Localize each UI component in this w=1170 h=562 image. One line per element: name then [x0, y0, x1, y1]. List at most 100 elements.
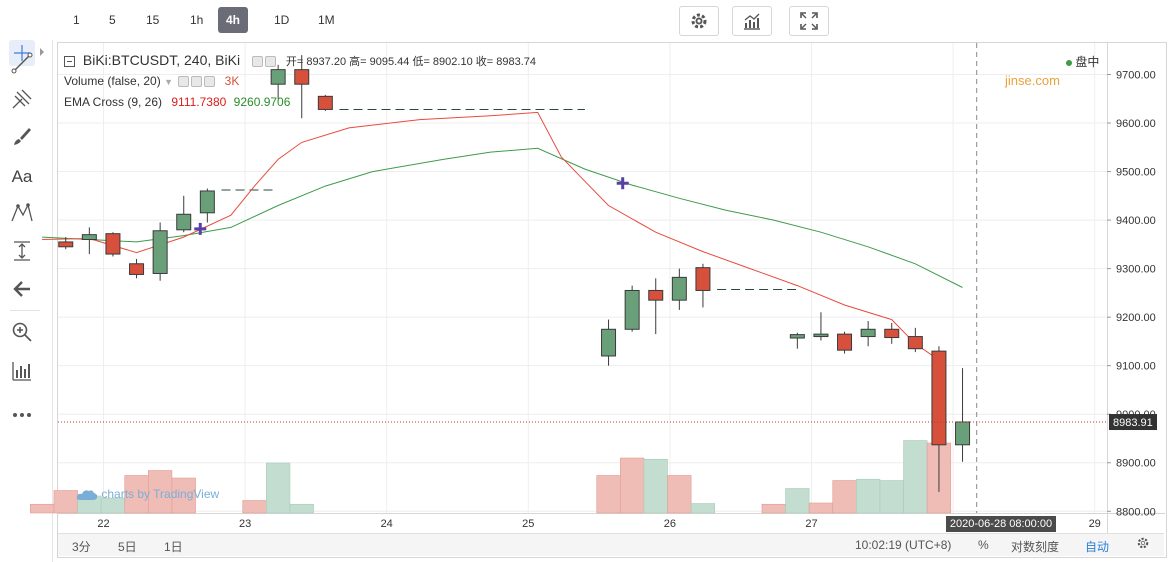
- volume-bar: [667, 475, 692, 514]
- ohlc-values: 开= 8937.20 高= 9095.44 低= 8902.10 收= 8983…: [285, 56, 536, 68]
- back-tool[interactable]: [9, 276, 35, 302]
- timeframe-1M[interactable]: 1M: [318, 13, 335, 27]
- more-tools[interactable]: [9, 402, 35, 428]
- x-tick-label: 22: [97, 518, 109, 530]
- brush-icon: [14, 128, 31, 145]
- measure-tool[interactable]: [9, 238, 35, 264]
- candle: [199, 188, 215, 223]
- volume-bar: [903, 440, 928, 514]
- dropdown-arrow-icon[interactable]: ▼: [164, 77, 173, 87]
- volume-bar: [761, 503, 786, 514]
- y-tick-label: 9300.00: [1116, 264, 1156, 276]
- volume-bar: [53, 490, 78, 514]
- close-icon[interactable]: [204, 76, 216, 88]
- candle-body: [907, 336, 923, 350]
- toolbar-divider: [10, 310, 40, 311]
- fork-tool[interactable]: [9, 86, 35, 112]
- candle-body: [695, 267, 711, 291]
- text-icon: Aa: [11, 167, 33, 186]
- brush-tool[interactable]: [9, 124, 35, 150]
- pitchfork-icon: [12, 89, 32, 109]
- indicators-button[interactable]: [732, 6, 772, 36]
- market-status: 盘中: [1066, 53, 1099, 70]
- eye-icon[interactable]: [251, 55, 263, 67]
- candle: [671, 268, 687, 310]
- crosshair-time-label: 2020-06-28 08:00:00: [946, 516, 1056, 532]
- fullscreen-icon: [800, 12, 818, 30]
- y-tick-label: 9600.00: [1116, 118, 1156, 130]
- volume-bar: [171, 477, 196, 514]
- candle-body: [58, 241, 74, 248]
- volume-bar: [808, 502, 834, 514]
- candle: [176, 195, 192, 233]
- volume-bar: [266, 462, 291, 514]
- candle: [813, 312, 829, 341]
- volume-bar: [596, 475, 621, 514]
- candle: [789, 332, 805, 349]
- volume-bar: [242, 500, 267, 514]
- timeframe-1h[interactable]: 1h: [190, 13, 204, 27]
- candle-body: [270, 69, 286, 85]
- last-price-badge: [1109, 414, 1157, 431]
- percent-toggle[interactable]: %: [978, 538, 989, 552]
- gear-icon: [1137, 537, 1149, 549]
- timeframe-15[interactable]: 15: [146, 13, 160, 27]
- volume-legend: Volume (false, 20) ▼ 3K: [64, 74, 239, 88]
- tradingview-credit[interactable]: charts by TradingView: [76, 487, 219, 501]
- volume-bar: [690, 503, 716, 514]
- bar-chart-icon: [12, 362, 31, 381]
- range-3m[interactable]: 3分: [72, 540, 91, 554]
- timeframe-1[interactable]: 1: [73, 13, 80, 27]
- candle: [648, 278, 664, 335]
- settings-mini-icon[interactable]: [191, 76, 203, 88]
- x-tick-label: 25: [522, 518, 534, 530]
- candle-body: [81, 234, 97, 241]
- last-price-label: 8983.91: [1113, 417, 1153, 429]
- y-tick-label: 9700.00: [1116, 70, 1156, 82]
- arrow-left-icon: [13, 281, 30, 297]
- candle-body: [129, 263, 145, 275]
- timeframe-5[interactable]: 5: [109, 13, 116, 27]
- chart-data-tool[interactable]: [9, 358, 35, 384]
- scale-settings-button[interactable]: [1136, 536, 1150, 553]
- settings-mini-icon[interactable]: [264, 55, 276, 67]
- volume-bar: [879, 480, 904, 514]
- candle-body: [199, 190, 215, 214]
- auto-scale-toggle[interactable]: 自动: [1085, 540, 1110, 554]
- eye-icon[interactable]: [178, 76, 190, 88]
- text-tool[interactable]: Aa: [9, 164, 35, 190]
- candle-body: [671, 276, 687, 301]
- trendline-tool[interactable]: [9, 50, 35, 76]
- timeframe-4h[interactable]: 4h: [218, 7, 249, 33]
- candle: [907, 327, 923, 353]
- range-1d[interactable]: 1日: [164, 540, 183, 554]
- zoom-tool[interactable]: [9, 319, 35, 345]
- ema-fast-line: [42, 111, 940, 361]
- cloud-icon: [76, 490, 98, 500]
- candle-body: [294, 69, 310, 85]
- range-5d[interactable]: 5日: [118, 540, 137, 554]
- candle: [860, 321, 876, 347]
- x-tick-label: 24: [381, 518, 393, 530]
- pattern-tool[interactable]: [9, 200, 35, 226]
- candle-body: [624, 289, 640, 330]
- more-dots-icon: [13, 413, 31, 417]
- candle-body: [955, 421, 971, 446]
- collapse-icon[interactable]: [64, 55, 75, 67]
- candle: [695, 263, 711, 308]
- timeframe-1D[interactable]: 1D: [274, 13, 290, 27]
- x-tick-label: 29: [1089, 518, 1101, 530]
- cross-marker: [194, 222, 207, 235]
- log-scale-toggle[interactable]: 对数刻度: [1011, 540, 1060, 554]
- ema-slow-value: 9260.9706: [233, 95, 291, 109]
- symbol-legend: BiKi:BTCUSDT, 240, BiKi 开= 8937.20 高= 90…: [64, 52, 536, 69]
- symbol-title: BiKi:BTCUSDT, 240, BiKi: [82, 52, 241, 68]
- crosshair-tool[interactable]: [9, 40, 35, 66]
- fullscreen-button[interactable]: [789, 6, 829, 36]
- candle-body: [152, 230, 168, 274]
- candle-body: [648, 289, 664, 301]
- expand-arrow-icon[interactable]: [40, 48, 44, 56]
- settings-button[interactable]: [679, 6, 719, 36]
- candle-body: [317, 95, 333, 110]
